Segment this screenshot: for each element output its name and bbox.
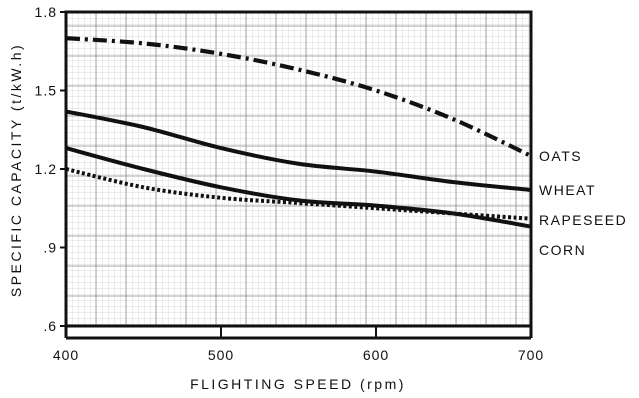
y-tick-label: .9	[43, 240, 57, 256]
y-axis-label: SPECIFIC CAPACITY (t/kW.h)	[8, 43, 24, 297]
x-tick-label: 500	[208, 347, 234, 363]
series-label-oats: OATS	[539, 148, 582, 164]
series-lines	[66, 36, 531, 229]
y-tick-label: .6	[43, 318, 57, 334]
x-axis-label: FLIGHTING SPEED (rpm)	[190, 376, 406, 392]
x-tick-label: 400	[53, 347, 79, 363]
y-tick-label: 1.8	[35, 4, 57, 20]
x-tick-label: 600	[363, 347, 389, 363]
x-tick-label: 700	[518, 347, 544, 363]
y-ticks: .6 .9 1.2 1.5 1.8	[35, 4, 66, 334]
y-tick-label: 1.5	[35, 83, 57, 99]
series-label-corn: CORN	[539, 242, 586, 258]
series-labels: OATS WHEAT RAPESEED CORN	[539, 148, 627, 258]
x-ticks: 400 500 600 700	[53, 326, 544, 363]
series-line-wheat	[66, 109, 531, 192]
series-label-rapeseed: RAPESEED	[539, 212, 627, 228]
series-line-oats	[66, 36, 531, 158]
series-label-wheat: WHEAT	[539, 182, 596, 198]
series-line-corn	[66, 146, 531, 229]
y-tick-label: 1.2	[35, 161, 57, 177]
